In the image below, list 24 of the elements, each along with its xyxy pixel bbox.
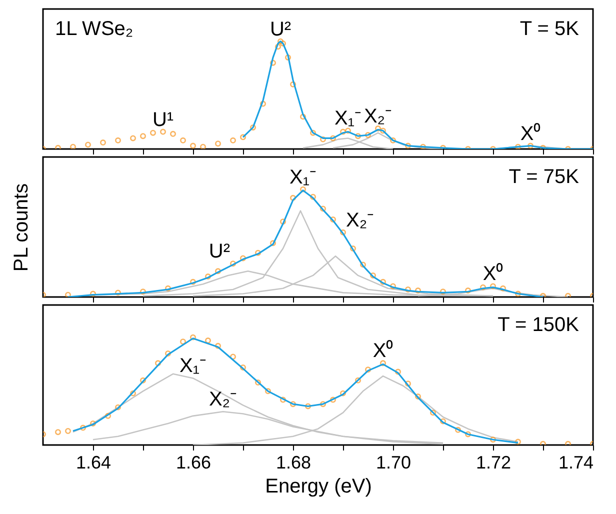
x-tick-label: 1.70	[376, 452, 412, 472]
annotation: X₁⁻	[334, 108, 362, 130]
x-axis-title: Energy (eV)	[265, 476, 372, 498]
annotation: X₂⁻	[364, 106, 392, 128]
annotation: U²	[208, 240, 230, 263]
annotation: X₁⁻	[179, 355, 207, 378]
x-tick-label: 1.68	[276, 452, 312, 472]
annotation: X⁰	[520, 122, 541, 145]
text: T = 5K	[520, 18, 580, 40]
annotation: X₁⁻	[289, 166, 317, 188]
x-tick-label: 1.64	[76, 452, 112, 472]
x-tick-label: 1.72	[476, 452, 512, 472]
x-tick-label: 1.66	[176, 452, 212, 472]
x-tick-label: 1.74	[558, 452, 594, 472]
y-axis-title: PL counts	[10, 183, 32, 272]
annotation: X⁰	[372, 339, 394, 362]
text: 1L WSe₂	[55, 18, 134, 40]
annotation: X⁰	[482, 262, 504, 286]
text: T = 75K	[508, 166, 580, 188]
annotation: X₂⁻	[208, 388, 238, 411]
annotation: U²	[270, 18, 292, 40]
annotation: U¹	[152, 108, 174, 131]
annotation: X₂⁻	[346, 209, 374, 232]
text: T = 150K	[498, 314, 580, 336]
